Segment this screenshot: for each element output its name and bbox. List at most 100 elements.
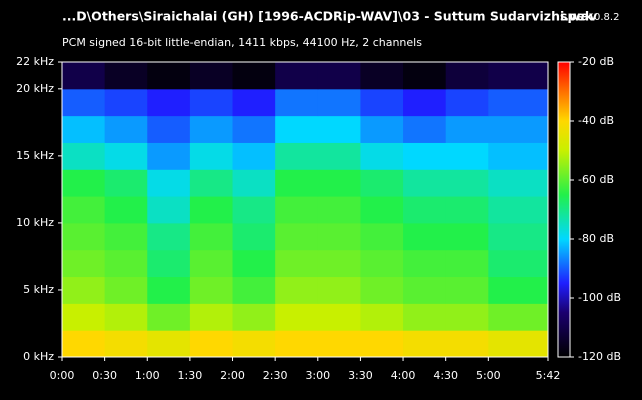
spectrogram-cell: [360, 88, 404, 117]
spectrogram-cell: [317, 330, 361, 358]
spectrogram-cell: [360, 330, 404, 358]
spectrogram-cell: [360, 222, 404, 251]
spectrogram-cell: [104, 88, 148, 117]
spectrogram-cell: [360, 115, 404, 143]
spectrogram-cell: [62, 276, 106, 304]
y-tick-label: 0 kHz: [23, 350, 54, 363]
colorbar-tick-label: -60 dB: [578, 173, 614, 186]
spectrogram-cell: [275, 276, 319, 304]
spectrogram-cell: [445, 330, 489, 358]
x-tick-label: 3:30: [348, 369, 373, 382]
spectrogram-cell: [275, 330, 319, 358]
y-tick-label: 15 kHz: [16, 149, 54, 162]
spectrogram-cell: [403, 249, 447, 278]
spectrogram-cell: [488, 276, 549, 304]
spectrogram-cell: [62, 249, 106, 278]
spectrogram-cell: [403, 196, 447, 224]
spectrogram-cell: [275, 196, 319, 224]
x-tick-label: 2:30: [263, 369, 288, 382]
x-tick-label: 0:30: [92, 369, 117, 382]
spectrogram-cell: [275, 115, 319, 143]
spectrogram-cell: [445, 62, 489, 90]
spectrogram-cell: [445, 222, 489, 251]
colorbar-tick-label: -100 dB: [578, 291, 621, 304]
spectrogram-cell: [232, 303, 276, 331]
spectrogram-cell: [147, 62, 191, 90]
spectrogram-cell: [488, 222, 549, 251]
spectrogram-cell: [275, 249, 319, 278]
spectrogram-cell: [403, 330, 447, 358]
spectrogram-cell: [488, 88, 549, 117]
x-tick-label: 1:00: [135, 369, 160, 382]
spectrogram-cell: [317, 303, 361, 331]
x-tick-label: 2:00: [220, 369, 245, 382]
spectrogram-cell: [189, 142, 234, 170]
spectrogram-cell: [275, 62, 319, 90]
spectrogram-cell: [147, 88, 191, 117]
spectrogram-cell: [189, 115, 234, 143]
spectrogram-cell: [189, 303, 234, 331]
spectrogram-cell: [62, 169, 106, 197]
colorbar: [558, 62, 570, 357]
spectrogram-cell: [232, 222, 276, 251]
spectrogram-cell: [104, 303, 148, 331]
spectrogram-cell: [445, 169, 489, 197]
spectrogram-cell: [147, 330, 191, 358]
spectrogram-cell: [317, 62, 361, 90]
spectrogram-cell: [232, 142, 276, 170]
spectrogram-cell: [360, 303, 404, 331]
file-title: ...D\Others\Siraichalai (GH) [1996-ACDRi…: [62, 9, 597, 24]
spectrogram-cell: [488, 249, 549, 278]
spectrogram-cell: [104, 276, 148, 304]
spectrogram-cell: [403, 303, 447, 331]
spectrogram-cell: [360, 142, 404, 170]
spectrogram-cell: [275, 222, 319, 251]
spectrogram-cell: [232, 276, 276, 304]
spectrogram-cell: [403, 115, 447, 143]
spectrogram-cell: [275, 169, 319, 197]
spectrogram-cell: [232, 169, 276, 197]
spectrogram-cell: [147, 142, 191, 170]
spectrogram-cell: [275, 88, 319, 117]
spectrogram-cell: [403, 276, 447, 304]
spectrogram-cell: [189, 330, 234, 358]
spectrogram-cell: [62, 142, 106, 170]
spectrogram-cell: [488, 62, 549, 90]
spectrogram-cell: [62, 303, 106, 331]
spectrogram-cell: [147, 169, 191, 197]
spectrogram-cell: [360, 249, 404, 278]
y-tick-label: 20 kHz: [16, 82, 54, 95]
spectrogram-cell: [104, 62, 148, 90]
spectrogram-cell: [403, 222, 447, 251]
spectrogram-cell: [445, 115, 489, 143]
spectrogram-cell: [317, 222, 361, 251]
spectrogram-cell: [189, 276, 234, 304]
spectrogram-cell: [403, 142, 447, 170]
spectrogram-cell: [445, 249, 489, 278]
spectrogram-cell: [62, 62, 106, 90]
spectrogram-cell: [147, 222, 191, 251]
spectrogram: [62, 62, 549, 358]
app-version: 0.8.2: [594, 12, 619, 23]
x-tick-label: 0:00: [50, 369, 75, 382]
spectrogram-cell: [360, 196, 404, 224]
spectrogram-cell: [445, 88, 489, 117]
x-tick-label: 4:00: [391, 369, 416, 382]
spectrogram-cell: [62, 330, 106, 358]
spectrogram-cell: [104, 169, 148, 197]
x-tick-label: 4:30: [433, 369, 458, 382]
spectrogram-cell: [403, 62, 447, 90]
spectrogram-cell: [232, 62, 276, 90]
app-name: spek: [560, 9, 594, 24]
spectrogram-cell: [62, 88, 106, 117]
spectrogram-cell: [275, 303, 319, 331]
spectrogram-cell: [62, 222, 106, 251]
spectrogram-cell: [403, 88, 447, 117]
y-tick-label: 5 kHz: [23, 283, 54, 296]
colorbar-tick-label: -120 dB: [578, 350, 621, 363]
spectrogram-cell: [488, 142, 549, 170]
spectrogram-cell: [147, 276, 191, 304]
spectrogram-cell: [488, 169, 549, 197]
spectrogram-cell: [488, 196, 549, 224]
spectrogram-cell: [317, 142, 361, 170]
